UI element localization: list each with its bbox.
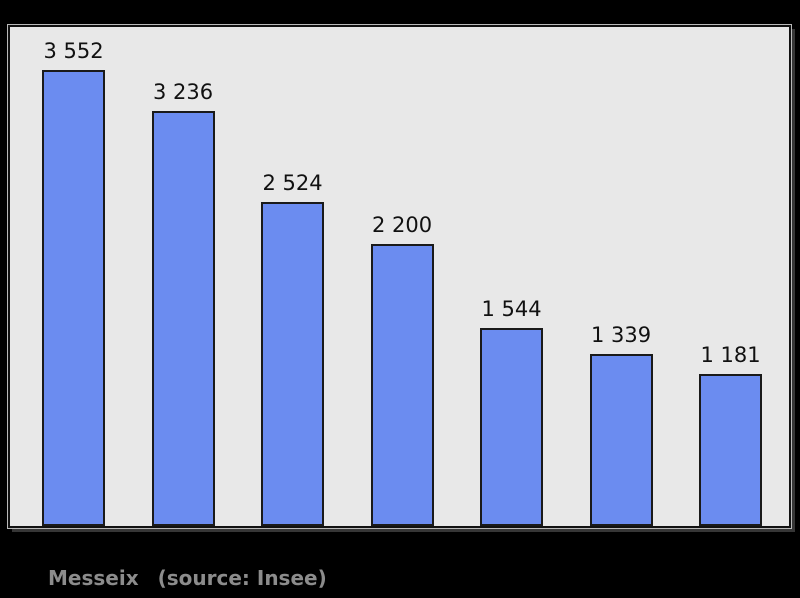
bar-column: 1 339 bbox=[589, 27, 653, 526]
bar bbox=[261, 202, 324, 526]
caption-commune-name: Messeix bbox=[48, 566, 139, 590]
bar bbox=[42, 70, 105, 526]
bar-column: 3 552 bbox=[42, 27, 105, 526]
bar bbox=[699, 374, 762, 526]
bar-value-label: 1 339 bbox=[590, 322, 652, 347]
bar-value-label: 3 236 bbox=[152, 79, 214, 104]
bar-value-label: 2 200 bbox=[371, 212, 433, 237]
bar-column: 2 200 bbox=[370, 27, 434, 526]
bar bbox=[480, 328, 543, 526]
bar-value-label: 1 181 bbox=[700, 342, 761, 367]
bar-column: 1 181 bbox=[699, 27, 762, 526]
bar-column: 2 524 bbox=[261, 27, 324, 526]
bar bbox=[589, 354, 653, 526]
chart-caption: Messeix (source: Insee) bbox=[48, 566, 327, 590]
plot-area: 3 552 3 236 2 524 2 200 1 544 1 339 1 181 bbox=[7, 24, 792, 529]
bar-value-label: 1 544 bbox=[481, 296, 542, 321]
bar-column: 3 236 bbox=[151, 27, 215, 526]
bar bbox=[151, 111, 215, 526]
bar-column: 1 544 bbox=[480, 27, 543, 526]
bar-value-label: 3 552 bbox=[43, 38, 104, 63]
caption-source: (source: Insee) bbox=[157, 566, 327, 590]
bar bbox=[370, 244, 434, 526]
bar-value-label: 2 524 bbox=[262, 170, 323, 195]
